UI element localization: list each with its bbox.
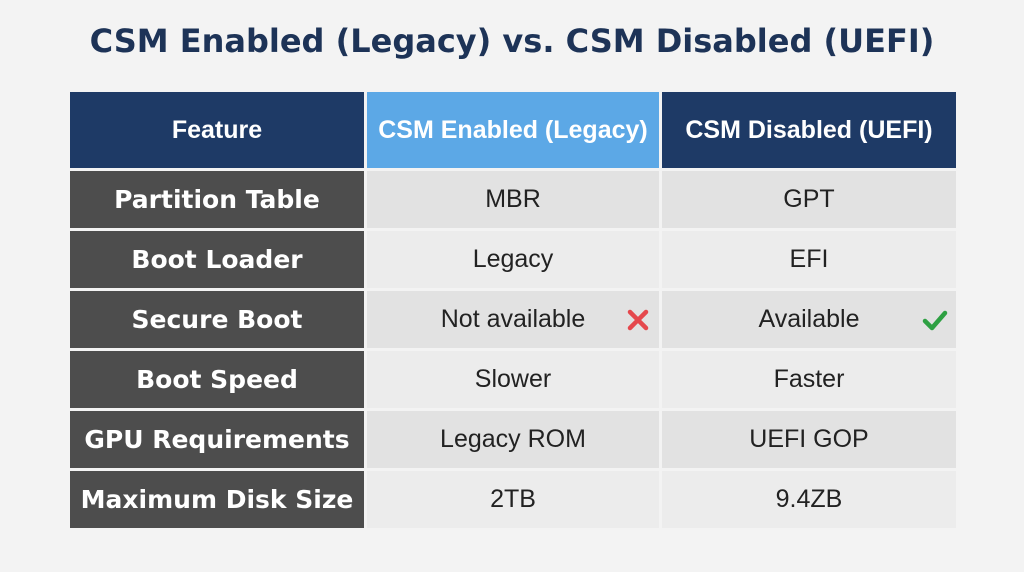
red-x-icon (627, 309, 649, 330)
legacy-cell: Legacy (367, 231, 659, 288)
green-check-icon (922, 310, 948, 330)
header-feature: Feature (70, 92, 364, 168)
header-csm-disabled: CSM Disabled (UEFI) (662, 92, 956, 168)
table-row: Partition Table MBR GPT (70, 171, 956, 228)
legacy-value: Not available (440, 305, 586, 333)
uefi-cell: 9.4ZB (662, 471, 956, 528)
header-csm-enabled: CSM Enabled (Legacy) (367, 92, 659, 168)
uefi-cell: UEFI GOP (662, 411, 956, 468)
feature-cell: Secure Boot (70, 291, 364, 348)
uefi-cell: EFI (662, 231, 956, 288)
table-row: Boot Speed Slower Faster (70, 351, 956, 408)
table-row: Maximum Disk Size 2TB 9.4ZB (70, 471, 956, 528)
comparison-table: Feature CSM Enabled (Legacy) CSM Disable… (67, 89, 959, 531)
uefi-cell-with-icon: Available (662, 291, 956, 348)
table-row: Secure Boot Not available Available (70, 291, 956, 348)
table-row: Boot Loader Legacy EFI (70, 231, 956, 288)
feature-cell: Partition Table (70, 171, 364, 228)
feature-cell: GPU Requirements (70, 411, 364, 468)
legacy-cell: MBR (367, 171, 659, 228)
uefi-value: Available (758, 305, 860, 333)
page-title: CSM Enabled (Legacy) vs. CSM Disabled (U… (89, 22, 935, 60)
table-row: GPU Requirements Legacy ROM UEFI GOP (70, 411, 956, 468)
feature-cell: Boot Speed (70, 351, 364, 408)
feature-cell: Maximum Disk Size (70, 471, 364, 528)
uefi-cell: Faster (662, 351, 956, 408)
legacy-cell: 2TB (367, 471, 659, 528)
legacy-cell-with-icon: Not available (367, 291, 659, 348)
legacy-cell: Legacy ROM (367, 411, 659, 468)
feature-cell: Boot Loader (70, 231, 364, 288)
table-header-row: Feature CSM Enabled (Legacy) CSM Disable… (70, 92, 956, 168)
uefi-cell: GPT (662, 171, 956, 228)
legacy-cell: Slower (367, 351, 659, 408)
